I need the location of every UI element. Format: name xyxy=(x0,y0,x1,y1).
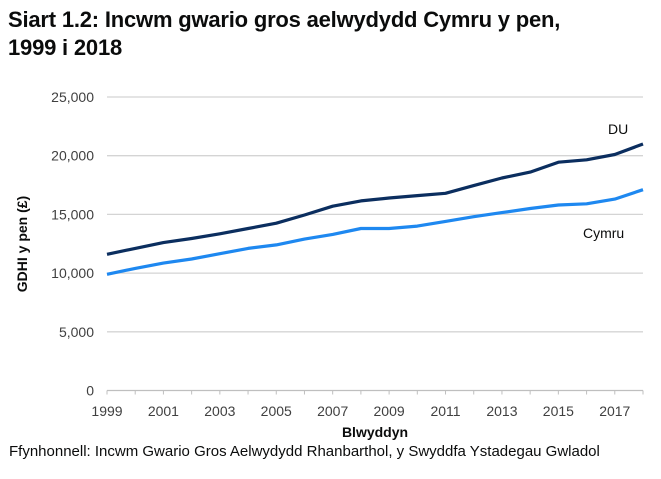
y-tick-label: 0 xyxy=(86,383,94,399)
x-tick-label: 2017 xyxy=(599,403,630,419)
y-tick-label: 20,000 xyxy=(51,148,94,164)
chart-title-line1: Siart 1.2: Incwm gwario gros aelwydydd C… xyxy=(8,7,561,32)
gridlines xyxy=(107,96,643,333)
y-axis-label: GDHI y pen (£) xyxy=(14,196,30,292)
x-tick-label: 2009 xyxy=(374,403,405,419)
x-tick-label: 2003 xyxy=(204,403,235,419)
x-tick-label: 2005 xyxy=(261,403,292,419)
x-tick-label: 2013 xyxy=(486,403,517,419)
x-axis: 1999 2001 2003 2005 2007 2009 2011 2013 2015 2017 xyxy=(91,389,644,419)
y-tick-label: 25,000 xyxy=(51,89,94,105)
series-label-du: DU xyxy=(608,121,628,137)
chart-title: Siart 1.2: Incwm gwario gros aelwydydd C… xyxy=(8,6,560,62)
series-line-cymru xyxy=(106,188,644,276)
y-tick-label: 5,000 xyxy=(59,324,94,340)
series-lines xyxy=(106,142,644,276)
y-tick-label: 15,000 xyxy=(51,206,94,222)
y-axis-ticks: 0 5,000 10,000 15,000 20,000 25,000 xyxy=(51,89,94,399)
x-tick-label: 2007 xyxy=(317,403,348,419)
x-tick-label: 2011 xyxy=(430,403,460,419)
x-tick-label: 2015 xyxy=(543,403,574,419)
chart-title-line2: 1999 i 2018 xyxy=(8,35,123,60)
x-tick-label: 1999 xyxy=(91,403,122,419)
source-note: Ffynhonnell: Incwm Gwario Gros Aelwydydd… xyxy=(9,443,600,460)
x-axis-label: Blwyddyn xyxy=(342,424,408,440)
series-label-cymru: Cymru xyxy=(583,225,624,241)
x-tick-label: 2001 xyxy=(148,403,179,419)
series-line-du xyxy=(106,142,644,256)
y-tick-label: 10,000 xyxy=(51,265,94,281)
